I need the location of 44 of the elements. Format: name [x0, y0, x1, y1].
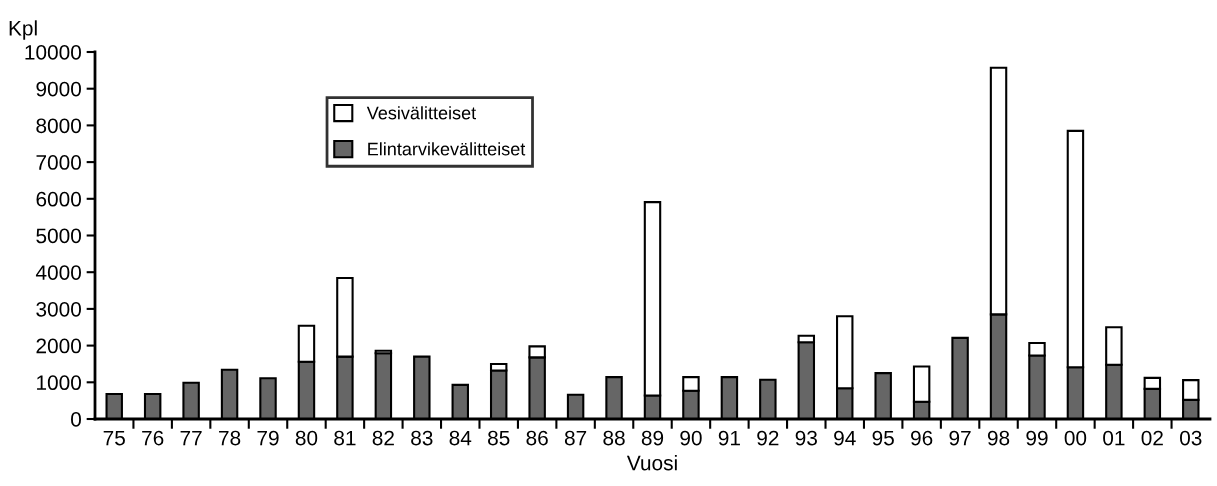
- x-tick-label: 00: [1064, 430, 1087, 446]
- x-tick-label: 02: [1141, 430, 1163, 446]
- x-axis-title: Vuosi: [626, 455, 677, 471]
- y-tick-label: 1000: [37, 375, 81, 391]
- y-axis-title: Kpl: [9, 20, 37, 40]
- x-tick-label: 96: [911, 430, 933, 446]
- x-tick-label: 77: [180, 430, 202, 446]
- x-tick-label: 79: [257, 430, 279, 446]
- x-tick-label: 81: [334, 430, 356, 446]
- x-tick-label: 99: [1026, 430, 1048, 446]
- y-tick-label: 2000: [36, 338, 81, 354]
- x-tick-label: 90: [680, 430, 702, 446]
- x-tick-label: 01: [1103, 430, 1125, 446]
- x-tick-label: 87: [564, 430, 587, 446]
- x-tick-label: 03: [1180, 430, 1202, 446]
- x-tick-label: 95: [872, 430, 894, 446]
- x-tick-label: 91: [718, 430, 740, 446]
- x-tick-label: 85: [488, 430, 510, 446]
- x-tick-label: 78: [219, 430, 241, 446]
- y-tick-label: 3000: [36, 301, 81, 317]
- x-tick-label: 88: [603, 430, 625, 446]
- x-tick-label: 86: [526, 430, 548, 446]
- x-tick-label: 92: [757, 430, 779, 446]
- x-tick-label: 76: [142, 430, 164, 446]
- y-tick-label: 0: [71, 412, 81, 427]
- x-tick-label: 94: [834, 430, 856, 446]
- y-tick-label: 8000: [36, 118, 81, 134]
- x-tick-label: 82: [372, 430, 394, 446]
- x-tick-label: 83: [411, 430, 433, 446]
- y-tick-label: 9000: [36, 81, 81, 97]
- x-tick-label: 93: [795, 430, 817, 446]
- legend-label: Elintarvikevälitteiset: [368, 142, 526, 156]
- x-tick-label: 97: [949, 430, 971, 446]
- y-tick-label: 7000: [36, 155, 81, 170]
- y-tick-label: 6000: [36, 191, 81, 207]
- legend-label: Vesivälitteiset: [366, 106, 477, 120]
- y-tick-label: 4000: [35, 265, 81, 280]
- x-tick-label: 84: [449, 430, 472, 446]
- x-tick-label: 98: [987, 430, 1010, 446]
- y-tick-label: 5000: [36, 228, 81, 244]
- x-tick-label: 75: [103, 430, 125, 446]
- y-tick-label: 10000: [25, 45, 81, 60]
- x-tick-label: 89: [641, 430, 664, 446]
- x-tick-label: 80: [295, 430, 318, 446]
